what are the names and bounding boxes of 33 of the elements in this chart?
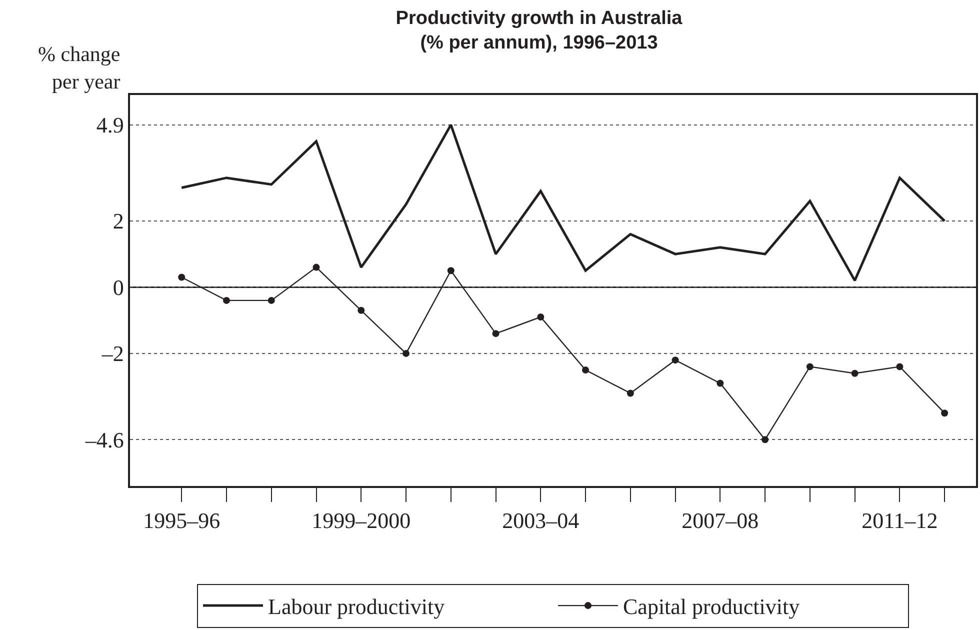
x-tick-label: 2007–08 [682,508,759,534]
point [806,363,814,370]
y-tick-label: 4.9 [96,112,124,138]
point [851,370,858,377]
point [447,267,454,274]
legend-label: Labour productivity [268,594,445,620]
chart-title: Productivity growth in Australia (% per annum), 1996–2013 [396,8,683,54]
y-tick-label: –2 [100,341,124,366]
x-tick-label: 2003–04 [502,508,580,534]
point [492,330,500,338]
point [762,436,769,444]
point [268,296,275,304]
point [222,296,230,304]
point [582,366,590,374]
point [178,274,186,281]
point [716,380,724,387]
line-series [180,124,946,282]
point [941,410,948,417]
point [358,306,365,314]
point [896,363,904,370]
x-tick-label: 1995–96 [143,508,220,534]
x-tick-label: 2011–12 [862,508,938,534]
y-tick-label: –4.6 [84,427,124,452]
y-tick-label: 2 [112,208,124,234]
y-tick-label: 0 [112,274,124,300]
y-axis-title: % change per year [38,42,120,94]
point [626,390,634,397]
point [537,314,544,321]
x-tick-label: 1999–2000 [312,508,411,534]
point [402,350,410,357]
point [672,356,679,364]
legend-label: Capital productivity [623,594,800,620]
point [312,264,320,271]
